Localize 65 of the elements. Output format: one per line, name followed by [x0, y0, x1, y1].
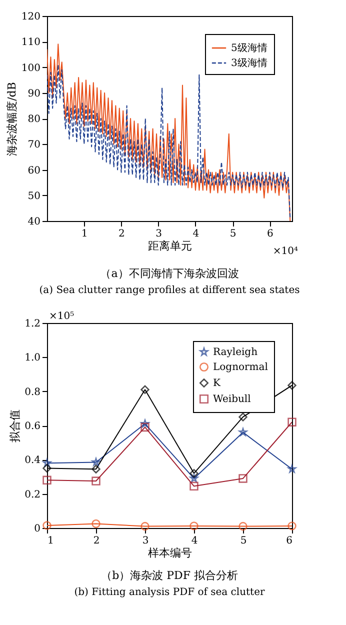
point — [238, 428, 248, 436]
y-tick-label: 120 — [21, 12, 40, 22]
x-tick-label: 6 — [286, 536, 292, 546]
point — [92, 458, 100, 466]
point — [42, 464, 52, 473]
y-tick-label: 90 — [28, 88, 40, 100]
x-tick-label: 2 — [93, 536, 100, 546]
x-tick-label: 4 — [191, 536, 198, 546]
point — [140, 422, 150, 432]
text: （a）不同海情下海杂波回波 — [100, 267, 239, 280]
point — [42, 476, 52, 485]
x-tick-label: 3 — [142, 536, 149, 546]
legend-label: Rayleigh — [213, 347, 258, 358]
y-axis-title: 海杂波幅度/dB — [5, 82, 18, 156]
y-tick-label: 0.2 — [24, 489, 40, 500]
y-tick-label: 80 — [28, 114, 40, 125]
point — [238, 412, 248, 422]
legend-label: 5级海情 — [231, 42, 268, 54]
x-tick-label: 5 — [230, 228, 236, 240]
text: ×10⁵ — [49, 311, 74, 322]
y-tick-label: 50 — [28, 190, 40, 202]
text: (a) Sea clutter range profiles at different sea states — [39, 285, 300, 296]
point — [288, 380, 296, 390]
point — [140, 385, 150, 394]
y-tick-label: 1.2 — [24, 318, 40, 330]
point — [140, 419, 150, 428]
point — [288, 522, 296, 530]
point — [190, 468, 198, 478]
legend-label: 3级海情 — [231, 57, 268, 69]
y-tick-label: 110 — [21, 37, 40, 48]
legend-label: Lognormal — [213, 362, 268, 373]
x-tick-label: 3 — [156, 228, 162, 240]
x-tick-label: 6 — [267, 228, 274, 240]
point — [92, 464, 100, 474]
point — [238, 522, 248, 531]
x-tick-label: 5 — [240, 536, 247, 546]
x-axis-title: 样本编号 — [148, 546, 192, 560]
x-axis-title: 距离单元 — [148, 240, 192, 252]
point — [190, 522, 198, 530]
y-tick-label: 0.6 — [24, 421, 40, 432]
point — [190, 482, 198, 491]
legend-label: K — [213, 378, 221, 389]
text: （b）海杂波 PDF 拟合分析 — [101, 569, 238, 582]
y-tick-label: 1.0 — [24, 352, 40, 364]
point — [92, 476, 100, 486]
point — [42, 521, 52, 530]
text: ×10⁴ — [272, 246, 298, 257]
x-tick-label: 4 — [192, 228, 200, 240]
y-tick-label: 0 — [34, 524, 40, 534]
legend-label: Weibull — [213, 394, 251, 405]
y-axis-title: 拟合值 — [8, 410, 22, 442]
y-tick-label: 0.8 — [24, 386, 40, 398]
point — [92, 519, 100, 528]
y-tick-label: 60 — [28, 165, 40, 176]
y-tick-label: 70 — [28, 140, 40, 151]
y-tick-label: 100 — [21, 62, 40, 74]
x-tick-label: 1 — [81, 228, 88, 240]
text: (b) Fitting analysis PDF of sea clutter — [74, 587, 265, 598]
y-tick-label: 40 — [28, 216, 40, 228]
point — [288, 418, 296, 426]
y-tick-label: 0.4 — [24, 455, 40, 466]
point — [140, 522, 150, 531]
point — [238, 474, 248, 483]
x-tick-label: 2 — [118, 228, 125, 240]
x-tick-label: 1 — [48, 536, 54, 546]
